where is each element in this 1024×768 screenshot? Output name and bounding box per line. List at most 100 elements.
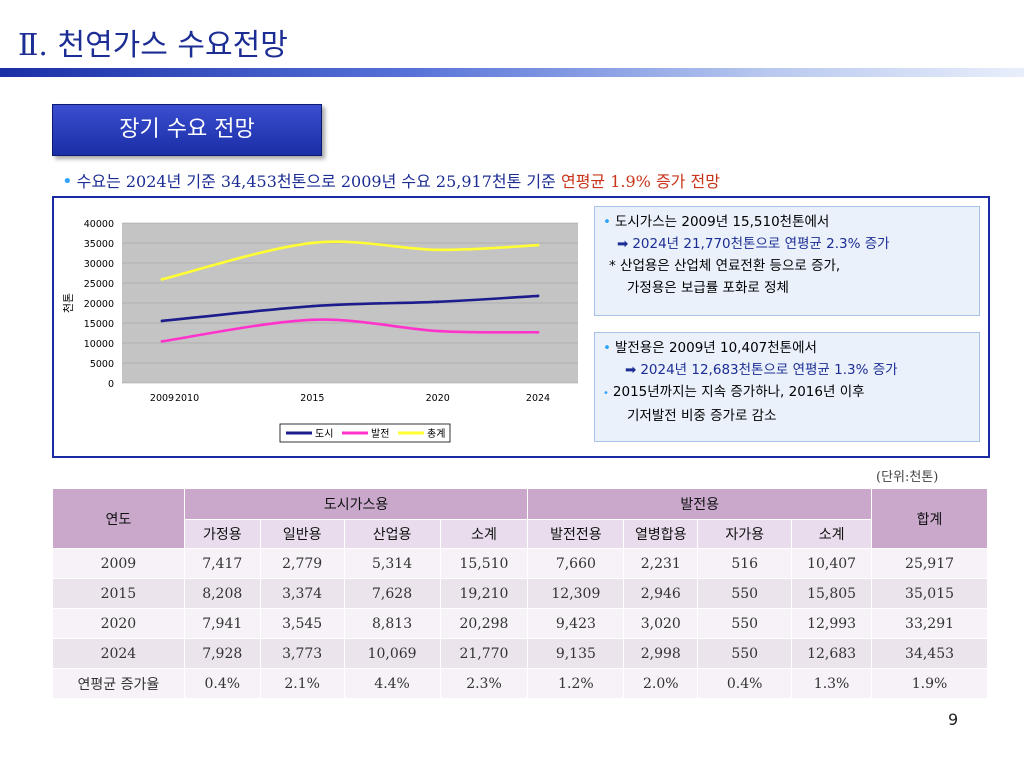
bullet-icon: • [603, 214, 611, 230]
table-cell: 3,773 [259, 638, 345, 669]
data-point [536, 294, 540, 298]
table-cell: 2,779 [259, 548, 345, 579]
header-sub: 열병합용 [623, 519, 699, 549]
header-year: 연도 [52, 488, 185, 549]
table-cell: 7,628 [343, 578, 441, 609]
table-cell: 0.4% [183, 668, 261, 699]
header-city-gas: 도시가스용 [183, 488, 529, 520]
table-cell: 10,069 [343, 638, 441, 669]
table-cell: 2,231 [623, 548, 699, 579]
header-sub: 가정용 [183, 519, 261, 549]
y-tick-label: 15000 [84, 319, 114, 330]
page-number: 9 [948, 710, 959, 729]
note-city-line1: 도시가스는 2009년 15,510천톤에서 [614, 214, 830, 230]
bullet-icon: • [603, 340, 611, 356]
series-line-2 [161, 240, 539, 281]
table-cell: 12,309 [527, 578, 625, 609]
table-cell: 2024 [52, 638, 185, 669]
x-tick-label: 2010 [175, 393, 199, 404]
table-cell: 7,660 [527, 548, 625, 579]
table-cell: 0.4% [697, 668, 793, 699]
table-cell: 34,453 [871, 638, 988, 669]
data-point [436, 248, 440, 252]
table-cell: 2.1% [259, 668, 345, 699]
y-tick-label: 5000 [90, 359, 114, 370]
header-sub: 발전전용 [527, 519, 625, 549]
header-sub: 소계 [439, 519, 529, 549]
table-row: 2020 7,941 3,545 8,813 20,298 9,423 3,020 550 12… [52, 608, 988, 639]
table-cell: 1.3% [791, 668, 873, 699]
data-point [160, 277, 164, 281]
table-cell: 550 [697, 638, 793, 669]
arrow-right-icon: ➡ [625, 362, 637, 378]
unit-note: (단위:천톤) [876, 470, 939, 485]
x-tick-label: 2015 [300, 393, 324, 404]
demand-line-chart: 40000 35000 30000 25000 20000 15000 10000 5000 0… [58, 202, 594, 452]
series-line-1 [161, 318, 539, 343]
legend-label: 총계 [427, 428, 445, 440]
series-line-0 [161, 294, 539, 323]
data-point [160, 339, 164, 343]
header-sub: 산업용 [343, 519, 441, 549]
table-cell: 9,135 [527, 638, 625, 669]
note-power-line3: 2015년까지는 지속 증가하나, 2016년 이후 [612, 384, 865, 400]
table-cell: 2015 [52, 578, 185, 609]
y-axis-label: 천톤 [61, 293, 75, 313]
y-tick-label: 10000 [84, 339, 114, 350]
header-sub: 소계 [791, 519, 873, 549]
table-cell: 3,545 [259, 608, 345, 639]
bullet-icon: • [62, 171, 73, 192]
y-tick-label: 25000 [84, 279, 114, 290]
summary-text: 수요는 2024년 기준 34,453천톤으로 2009년 수요 25,917천… [76, 172, 561, 191]
note-power: • 발전용은 2009년 10,407천톤에서 ➡ 2024년 12,683천톤으로… [594, 332, 980, 442]
table-cell: 3,020 [623, 608, 699, 639]
note-power-line1: 발전용은 2009년 10,407천톤에서 [614, 340, 817, 356]
chart-legend: 도시 발전 총계 [279, 423, 451, 443]
table-cell: 2.3% [439, 668, 529, 699]
y-tick-label: 40000 [84, 219, 114, 230]
arrow-right-icon: ➡ [617, 236, 629, 252]
table-cell: 10,407 [791, 548, 873, 579]
data-point [311, 304, 314, 308]
table-cell: 33,291 [871, 608, 988, 639]
table-cell: 5,314 [343, 548, 441, 579]
table-cell: 15,510 [439, 548, 529, 579]
table-cell: 12,993 [791, 608, 873, 639]
y-tick-label: 35000 [84, 239, 114, 250]
table-cell: 8,208 [183, 578, 261, 609]
table-cell: 25,917 [871, 548, 988, 579]
note-power-line2: 2024년 12,683천톤으로 연평균 1.3% 증가 [640, 362, 898, 378]
title-underline [0, 68, 1024, 77]
table-cell: 7,928 [183, 638, 261, 669]
table-cell: 7,417 [183, 548, 261, 579]
note-power-line4: 기저발전 비중 증가로 감소 [627, 408, 777, 424]
table-cell: 12,683 [791, 638, 873, 669]
table-cell: 2020 [52, 608, 185, 639]
y-tick-label: 0 [108, 379, 114, 390]
data-point [536, 243, 540, 247]
data-point [536, 330, 540, 334]
header-sub: 자가용 [697, 519, 793, 549]
table-cell: 516 [697, 548, 793, 579]
table-cell: 1.9% [871, 668, 988, 699]
table-cell: 4.4% [343, 668, 441, 699]
table-cell: 3,374 [259, 578, 345, 609]
legend-label: 도시 [315, 428, 333, 440]
table-cell: 35,015 [871, 578, 988, 609]
x-tick-label: 2009 [150, 393, 174, 404]
note-city-gas: • 도시가스는 2009년 15,510천톤에서 ➡ 2024년 21,770천톤으… [594, 206, 980, 316]
data-point [311, 318, 314, 322]
section-label: 장기 수요 전망 [52, 104, 322, 156]
table-cell: 2,946 [623, 578, 699, 609]
table-cell: 15,805 [791, 578, 873, 609]
header-total: 합계 [871, 488, 988, 549]
y-tick-label: 20000 [84, 299, 114, 310]
table-row: 연평균 증가율 0.4% 2.1% 4.4% 2.3% 1.2% 2.0% 0.4% 1.3% 1… [52, 668, 988, 699]
table-row: 2024 7,928 3,773 10,069 21,770 9,135 2,998 550 1… [52, 638, 988, 669]
table-cell: 7,941 [183, 608, 261, 639]
header-power: 발전용 [527, 488, 873, 520]
data-point [436, 329, 440, 333]
note-city-line2: 2024년 21,770천톤으로 연평균 2.3% 증가 [632, 236, 890, 252]
table-cell: 19,210 [439, 578, 529, 609]
table-cell: 550 [697, 578, 793, 609]
